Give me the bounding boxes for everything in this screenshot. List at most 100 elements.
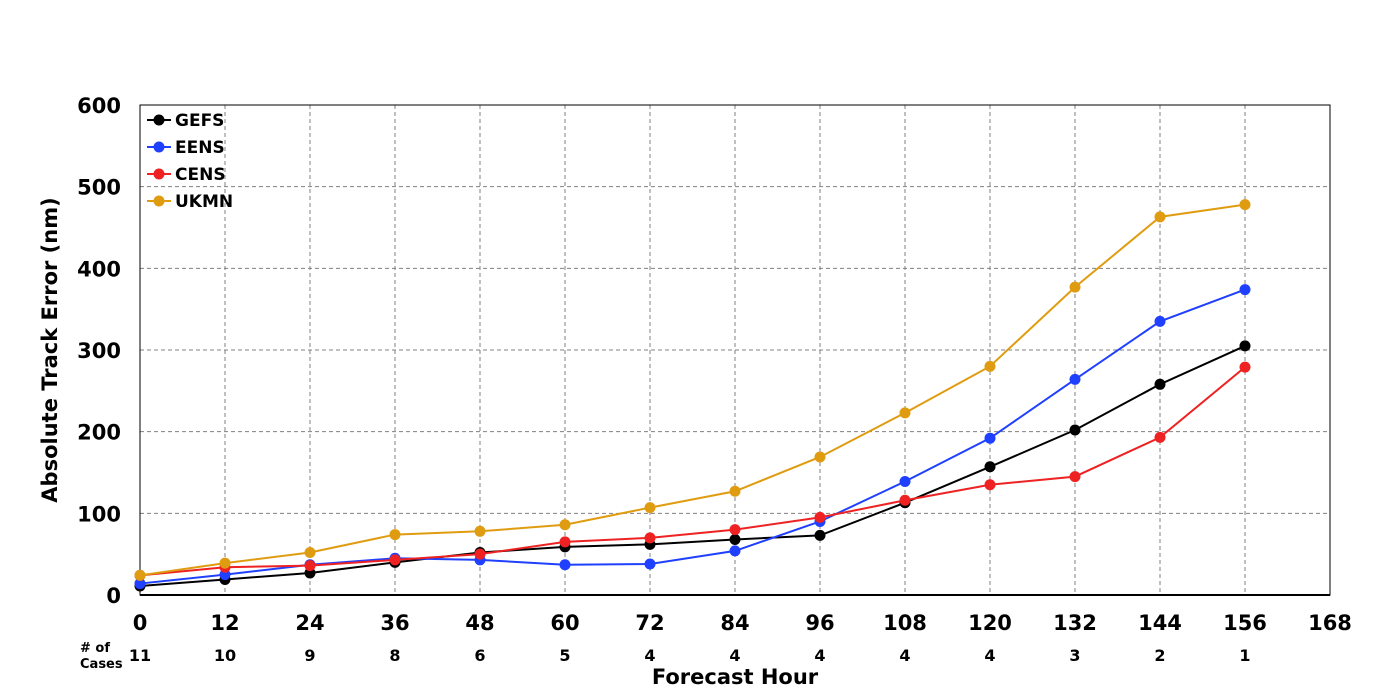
x-tick-label-60: 60 [550,611,579,635]
series-line-eens [139,288,1246,585]
point-cens-60 [559,536,571,548]
cases-value-48: 6 [474,646,485,665]
point-eens-0 [134,578,146,590]
x-tick-label-132: 132 [1053,611,1097,635]
point-cens-120 [984,479,996,491]
cases-value-156: 1 [1239,646,1250,665]
point-ukmn-96 [814,451,826,463]
point-cens-24 [304,560,316,572]
x-tick-label-96: 96 [805,611,834,635]
point-ukmn-132 [1069,281,1081,293]
point-gefs-144 [1154,378,1166,390]
point-ukmn-84 [729,485,741,497]
cases-value-108: 4 [899,646,910,665]
cases-value-132: 3 [1069,646,1080,665]
point-eens-132 [1069,373,1081,385]
legend-marker-eens [153,141,165,153]
point-ukmn-156 [1239,199,1251,211]
point-ukmn-60 [559,519,571,531]
point-eens-144 [1154,315,1166,327]
point-gefs-120 [984,461,996,473]
legend-label-eens: EENS [175,138,225,158]
cases-value-60: 5 [559,646,570,665]
point-ukmn-108 [899,407,911,419]
point-cens-156 [1239,361,1251,373]
point-cens-108 [899,494,911,506]
point-cens-36 [389,554,401,566]
point-cens-48 [474,548,486,560]
point-cens-132 [1069,471,1081,483]
x-tick-label-12: 12 [210,611,239,635]
point-eens-120 [984,432,996,444]
cases-value-0: 11 [129,646,151,665]
cases-value-36: 8 [389,646,400,665]
point-eens-60 [559,559,571,571]
point-ukmn-120 [984,360,996,372]
y-tick-labels: 0 100 200 300 400 500 600 [77,94,121,608]
point-gefs-84 [729,533,741,545]
point-cens-144 [1154,431,1166,443]
point-ukmn-36 [389,529,401,541]
legend-label-ukmn: UKMN [175,192,233,212]
x-axis-title: Forecast Hour [652,665,819,689]
point-cens-72 [644,532,656,544]
cases-value-24: 9 [304,646,315,665]
legend-label-cens: CENS [175,165,226,185]
point-eens-72 [644,558,656,570]
cases-value-96: 4 [814,646,825,665]
cases-value-84: 4 [729,646,740,665]
point-ukmn-144 [1154,211,1166,223]
cases-row: 11 10 9 8 6 5 4 4 4 4 4 3 2 1 [129,646,1251,665]
point-ukmn-24 [304,547,316,559]
legend-marker-cens [153,168,165,180]
x-tick-label-144: 144 [1138,611,1182,635]
x-tick-label-120: 120 [968,611,1012,635]
cases-value-12: 10 [214,646,236,665]
x-tick-labels: 0 12 24 36 48 60 72 84 96 108 120 132 144 156 168 [133,611,1352,635]
y-axis-title: Absolute Track Error (nm) [38,197,62,502]
y-tick-label-100: 100 [77,502,121,526]
legend-marker-gefs [153,114,165,126]
legend-label-gefs: GEFS [175,111,224,131]
point-ukmn-12 [219,557,231,569]
cases-label-line2: Cases [80,657,123,672]
x-tick-label-0: 0 [133,611,148,635]
y-tick-label-0: 0 [106,584,121,608]
series-line-ukmn [139,203,1246,577]
y-tick-label-200: 200 [77,421,121,445]
y-tick-label-500: 500 [77,176,121,200]
point-eens-84 [729,545,741,557]
x-tick-label-24: 24 [295,611,324,635]
grid-layer [140,105,1330,595]
y-tick-label-300: 300 [77,339,121,363]
x-tick-label-84: 84 [720,611,749,635]
point-gefs-156 [1239,340,1251,352]
cases-label-line1: # of [80,641,110,656]
cases-value-72: 4 [644,646,655,665]
series-line-gefs [139,345,1246,588]
x-tick-label-36: 36 [380,611,409,635]
x-tick-label-108: 108 [883,611,927,635]
point-cens-96 [814,511,826,523]
x-tick-label-72: 72 [635,611,664,635]
x-tick-label-168: 168 [1308,611,1352,635]
series-line-cens [139,366,1246,577]
cases-value-144: 2 [1154,646,1165,665]
legend-marker-ukmn [153,195,165,207]
point-cens-84 [729,524,741,536]
cases-value-120: 4 [984,646,995,665]
point-gefs-132 [1069,424,1081,436]
point-eens-156 [1239,284,1251,296]
point-eens-108 [899,475,911,487]
point-ukmn-72 [644,502,656,514]
series-layer [134,199,1251,592]
point-ukmn-48 [474,525,486,537]
legend: GEFS EENS CENS UKMN [147,111,233,212]
y-tick-label-600: 600 [77,94,121,118]
y-tick-label-400: 400 [77,257,121,281]
x-tick-label-48: 48 [465,611,494,635]
x-tick-label-156: 156 [1223,611,1267,635]
point-ukmn-0 [134,569,146,581]
point-gefs-96 [814,529,826,541]
